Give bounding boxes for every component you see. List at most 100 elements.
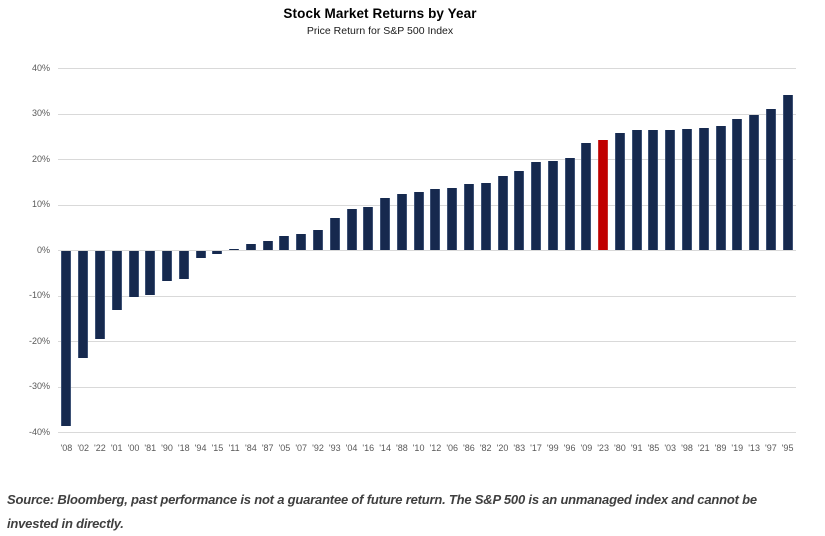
gridline (58, 113, 796, 115)
x-axis-tick-label: '98 (681, 443, 693, 453)
x-axis-tick-label: '80 (614, 443, 626, 453)
source-note: Source: Bloomberg, past performance is n… (7, 492, 757, 532)
gridline (58, 432, 796, 433)
bar-83 (514, 171, 525, 250)
bar-87 (262, 240, 273, 250)
bar-22 (94, 251, 105, 340)
bar-85 (648, 130, 659, 251)
y-axis-tick-label: -20% (28, 335, 50, 346)
x-axis-tick-label: '91 (630, 443, 643, 453)
chart-subtitle: Price Return for S&P 500 Index (306, 25, 454, 37)
bar-10 (413, 191, 424, 250)
x-axis-tick-label: '81 (144, 443, 157, 453)
x-axis-tick-label: '15 (211, 443, 224, 453)
bar-15 (212, 251, 223, 255)
x-axis-tick-label: '89 (714, 443, 727, 453)
bar-99 (547, 161, 558, 250)
bar-17 (531, 161, 541, 251)
chart-title: Stock Market Returns by Year (283, 6, 477, 21)
bar-95 (782, 94, 793, 251)
x-axis-tick-label: '06 (446, 443, 459, 453)
bar-18 (178, 251, 189, 280)
x-axis-tick-label: '21 (697, 443, 710, 453)
x-axis-tick-label: '14 (379, 443, 391, 453)
bar-11 (229, 249, 240, 250)
chart-header: Stock Market Returns by Year Price Retur… (0, 6, 760, 37)
bar-08 (61, 251, 72, 427)
x-axis-tick-label: '93 (328, 443, 341, 453)
x-axis-tick-label: '17 (530, 443, 542, 453)
y-axis-tick-label: 30% (31, 108, 50, 118)
gridline (58, 68, 796, 69)
x-axis-tick-label: '88 (396, 443, 408, 453)
gridline (58, 204, 796, 206)
bar-06 (447, 188, 458, 250)
x-axis-tick-label: '87 (261, 443, 274, 453)
y-axis-tick-label: 0% (36, 244, 50, 255)
gridline (58, 159, 796, 160)
bar-16 (363, 206, 374, 250)
gridline (58, 250, 796, 251)
x-axis-tick-label: '03 (664, 443, 677, 453)
bar-80 (614, 132, 625, 250)
x-axis-tick-label: '18 (177, 443, 190, 453)
bar-84 (245, 243, 256, 251)
y-axis-tick-label: -10% (28, 290, 50, 300)
bar-98 (682, 128, 692, 250)
x-axis-tick-label: '23 (597, 443, 609, 453)
bar-93 (329, 217, 340, 250)
bar-02 (78, 251, 89, 358)
gridline (58, 386, 796, 388)
bar-20 (497, 175, 508, 251)
bar-04 (346, 209, 357, 250)
x-axis-tick-label: '02 (77, 443, 90, 453)
y-axis-tick-label: -30% (28, 381, 50, 391)
bar-92 (313, 229, 323, 251)
x-axis-tick-label: '20 (496, 443, 509, 453)
bar-00 (128, 251, 139, 297)
x-axis-tick-label: '11 (228, 443, 240, 453)
bar-91 (631, 130, 642, 251)
x-axis-tick-label: '00 (127, 443, 140, 453)
x-axis-tick-label: '83 (513, 443, 526, 453)
x-axis-tick-label: '85 (647, 443, 660, 453)
bar-23 (598, 139, 609, 250)
bar-96 (564, 157, 575, 251)
bar-19 (732, 118, 743, 250)
bar-97 (765, 108, 776, 250)
x-axis-tick-label: '82 (479, 443, 492, 453)
bar-05 (279, 236, 290, 250)
x-axis-tick-label: '96 (563, 443, 576, 453)
bar-12 (430, 189, 441, 251)
y-axis-tick-label: 10% (31, 199, 50, 209)
bar-94 (195, 251, 206, 258)
x-axis-tick-label: '84 (245, 443, 257, 453)
x-axis-tick-label: '12 (429, 443, 442, 453)
x-axis-tick-label: '19 (731, 443, 744, 453)
x-axis-tick-label: '90 (161, 443, 173, 453)
y-axis-tick-label: 20% (31, 153, 50, 164)
x-axis-tick-label: '95 (781, 443, 794, 453)
x-axis-tick-label: '22 (94, 443, 106, 453)
bar-09 (581, 143, 592, 250)
x-axis-tick-label: '10 (412, 443, 425, 453)
gridline (58, 295, 796, 297)
bar-90 (162, 251, 172, 281)
x-axis-tick-label: '04 (345, 443, 358, 453)
x-axis-tick-label: '01 (110, 443, 123, 453)
x-axis-tick-label: '13 (748, 443, 760, 453)
x-axis-tick-label: '07 (295, 443, 308, 453)
x-axis-tick-label: '16 (362, 443, 375, 453)
y-axis-tick-label: -40% (28, 426, 50, 437)
bar-21 (698, 127, 709, 250)
bar-07 (296, 234, 307, 250)
bar-81 (145, 251, 156, 296)
bar-14 (380, 198, 391, 251)
bar-01 (111, 251, 122, 311)
bar-13 (749, 115, 760, 250)
bar-86 (463, 183, 474, 250)
bar-03 (665, 129, 676, 250)
y-axis-tick-label: 40% (31, 62, 50, 73)
x-axis-tick-label: '86 (463, 443, 475, 453)
